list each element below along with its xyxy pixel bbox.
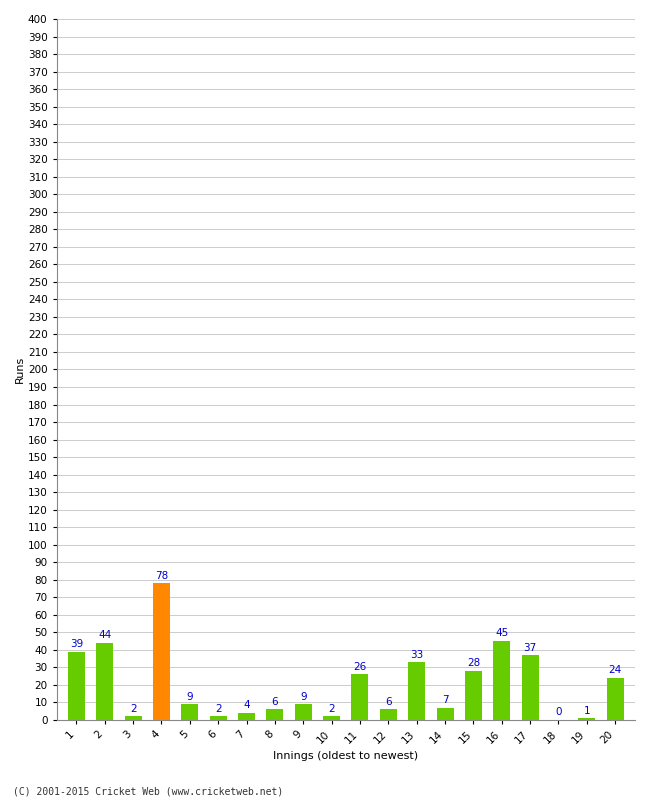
Text: 7: 7: [442, 695, 448, 705]
Text: 2: 2: [215, 704, 222, 714]
Text: 9: 9: [187, 691, 193, 702]
Bar: [238, 713, 255, 720]
Bar: [465, 671, 482, 720]
Bar: [181, 704, 198, 720]
Bar: [437, 708, 454, 720]
Text: 28: 28: [467, 658, 480, 668]
Text: 6: 6: [272, 697, 278, 707]
Bar: [493, 641, 510, 720]
Text: 6: 6: [385, 697, 391, 707]
Text: 37: 37: [523, 642, 537, 653]
Text: 33: 33: [410, 650, 423, 659]
Text: 44: 44: [98, 630, 111, 640]
Bar: [380, 710, 396, 720]
Bar: [323, 717, 340, 720]
Bar: [125, 717, 142, 720]
Text: 2: 2: [328, 704, 335, 714]
Bar: [153, 583, 170, 720]
Text: 1: 1: [584, 706, 590, 715]
Text: 0: 0: [555, 707, 562, 718]
Text: 39: 39: [70, 639, 83, 649]
Bar: [408, 662, 425, 720]
Text: (C) 2001-2015 Cricket Web (www.cricketweb.net): (C) 2001-2015 Cricket Web (www.cricketwe…: [13, 786, 283, 796]
Text: 24: 24: [608, 666, 622, 675]
Text: 9: 9: [300, 691, 307, 702]
Text: 2: 2: [130, 704, 136, 714]
Bar: [352, 674, 369, 720]
Text: 4: 4: [243, 700, 250, 710]
Bar: [266, 710, 283, 720]
Text: 45: 45: [495, 629, 508, 638]
Y-axis label: Runs: Runs: [15, 356, 25, 383]
Text: 26: 26: [354, 662, 367, 672]
Bar: [210, 717, 227, 720]
Bar: [521, 655, 539, 720]
Bar: [96, 643, 113, 720]
Bar: [578, 718, 595, 720]
Text: 78: 78: [155, 570, 168, 581]
X-axis label: Innings (oldest to newest): Innings (oldest to newest): [273, 751, 419, 761]
Bar: [606, 678, 623, 720]
Bar: [294, 704, 312, 720]
Bar: [68, 652, 85, 720]
